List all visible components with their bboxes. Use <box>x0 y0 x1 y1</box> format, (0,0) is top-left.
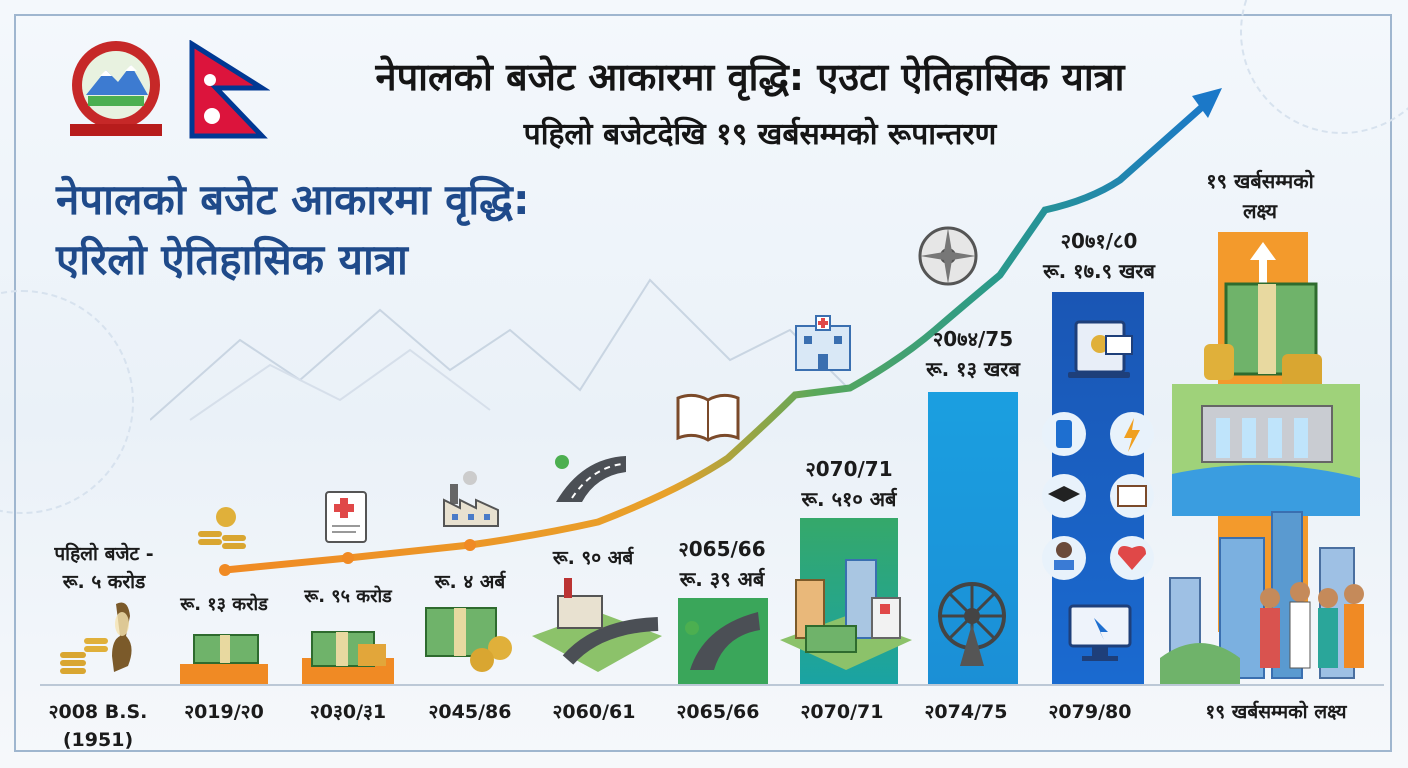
value-label-target: १९ खर्बसम्मको लक्ष्य <box>1180 166 1340 226</box>
cash-bundle-icon <box>192 625 262 671</box>
year-label-2045: २045/86 <box>414 698 526 724</box>
year-label-2030: २0३0/३1 <box>292 698 404 724</box>
value-label-target-line2: लक्ष्य <box>1180 196 1340 226</box>
value-label-2065-amount: रू. ३९ अर्ब <box>660 564 784 594</box>
value-label-2065: २065/66 रू. ३९ अर्ब <box>660 534 784 594</box>
value-label-2045: रू. ४ अर्ब <box>418 568 522 594</box>
year-label-2065: २065/66 <box>662 698 774 724</box>
factory-icon <box>440 470 502 530</box>
value-label-2079-amount: रू. १७.९ खरब <box>1030 256 1168 286</box>
year-label-target: १९ खर्बसम्मको लक्ष्य <box>1176 698 1376 724</box>
coin-stack-icon <box>196 505 252 555</box>
hydro-dam-icon <box>1172 384 1360 516</box>
value-label-2074-year: २0७४/75 <box>906 324 1040 354</box>
year-label-2008: २008 B.S. (1951) <box>36 698 160 754</box>
value-label-2079: २0७१/८0 रू. १७.९ खरब <box>1030 226 1168 286</box>
value-label-2070-amount: रू. ५१० अर्ब <box>782 484 916 514</box>
service-icons-grid <box>1040 410 1156 582</box>
year-label-2070: २070/71 <box>786 698 898 724</box>
digital-devices-icon <box>1066 316 1136 386</box>
value-label-2008: पहिलो बजेट - रू. ५ करोड <box>34 540 174 596</box>
year-label-2074: २074/75 <box>910 698 1022 724</box>
value-label-2008-line1: पहिलो बजेट - <box>34 540 174 568</box>
health-document-icon <box>322 490 372 546</box>
value-label-2070-year: २070/71 <box>782 454 916 484</box>
value-label-2070: २070/71 रू. ५१० अर्ब <box>782 454 916 514</box>
cash-stack-icon <box>310 612 390 670</box>
value-label-2074: २0७४/75 रू. १३ खरब <box>906 324 1040 384</box>
coins-lamp-icon <box>56 596 146 680</box>
book-icon <box>674 392 742 444</box>
road-curve-icon <box>684 606 762 670</box>
computer-monitor-icon <box>1066 602 1134 664</box>
year-label-2019: २019/२0 <box>168 698 280 724</box>
water-wheel-icon <box>934 578 1010 668</box>
year-label-2079: २079/80 <box>1034 698 1146 724</box>
money-stack-target-icon <box>1200 274 1330 394</box>
year-label-2060: २060/61 <box>538 698 650 724</box>
value-label-2065-year: २065/66 <box>660 534 784 564</box>
baseline-axis <box>40 684 1384 686</box>
value-label-2079-year: २0७१/८0 <box>1030 226 1168 256</box>
value-label-2074-amount: रू. १३ खरब <box>906 354 1040 384</box>
money-coins-icon <box>424 598 516 674</box>
year-label-2008-bs: २008 B.S. <box>36 698 160 726</box>
factory-road-icon <box>528 576 664 680</box>
value-label-2030: रू. ९५ करोड <box>286 584 410 608</box>
people-city-icon <box>1160 508 1382 684</box>
road-icon <box>552 452 628 504</box>
value-label-2060: रू. ९० अर्ब <box>538 544 648 570</box>
hospital-icon <box>790 312 856 372</box>
value-label-target-line1: १९ खर्बसम्मको <box>1180 166 1340 196</box>
year-label-2008-ad: (1951) <box>36 726 160 754</box>
value-label-2008-line2: रू. ५ करोड <box>34 568 174 596</box>
hydropower-turbine-icon <box>916 224 980 288</box>
value-label-2019: रू. १३ करोड <box>166 592 282 616</box>
city-buildings-icon <box>776 556 916 672</box>
